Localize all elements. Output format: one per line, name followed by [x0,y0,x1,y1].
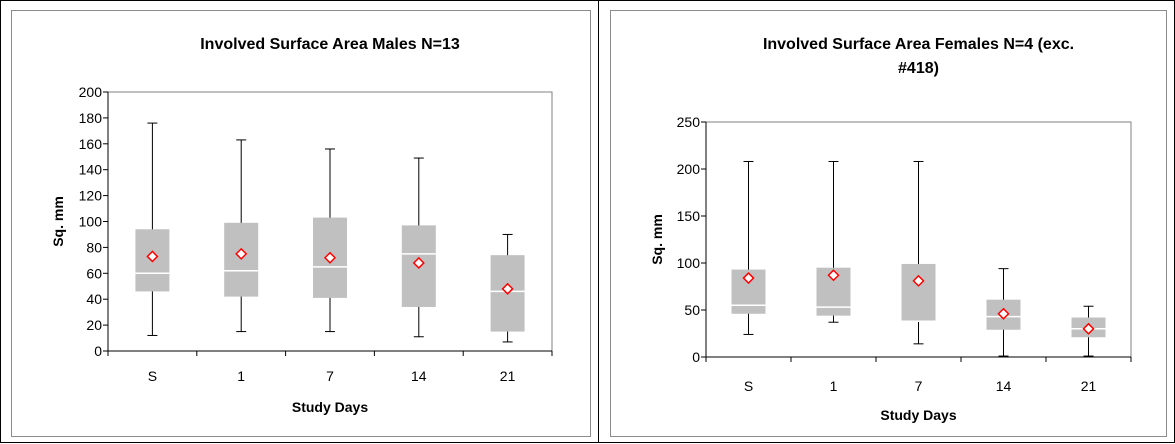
mean-marker [501,282,514,295]
x-tick-label: 14 [996,378,1012,394]
mean-marker [412,256,425,270]
x-tick-label: 1 [830,378,838,394]
y-tick-label: 60 [86,265,102,281]
y-tick-label: 100 [79,214,103,230]
chart-frame-males: Involved Surface Area Males N=13 0 20 40 60 8… [11,10,591,437]
y-tick-label: 80 [86,239,102,255]
y-tick-label: 120 [79,188,103,204]
y-tick-label: 50 [684,302,700,318]
x-axis-label: Study Days [880,407,956,423]
y-tick-label: 180 [79,110,103,126]
chart-males: Involved Surface Area Males N=13 0 20 40 60 8… [50,36,553,415]
x-tick-label: 7 [326,368,334,384]
y-tick-label: 250 [677,114,701,130]
chart-cell-females: Involved Surface Area Females N=4 (exc. #… [598,0,1175,443]
mean-marker [742,271,755,285]
x-tick-label: 21 [1081,378,1097,394]
mean-marker [235,247,248,260]
x-tick-label: 14 [411,368,427,384]
chart-frame-females: Involved Surface Area Females N=4 (exc. #… [610,10,1167,437]
x-axis-label: Study Days [292,399,368,415]
mean-marker [146,250,159,263]
x-tick-label: 21 [500,368,516,384]
x-tick-label: S [148,368,157,384]
y-axis-label: Sq. mm [649,214,665,265]
mean-marker [1082,322,1095,335]
mean-marker [912,274,925,287]
y-tick-label: 100 [677,255,701,271]
mean-marker [323,251,337,264]
chart-females: Involved Surface Area Females N=4 (exc. #… [649,36,1132,423]
x-tick-label: S [744,378,753,394]
box [901,263,936,322]
x-tick-label: 7 [915,378,923,394]
y-axis-label: Sq. mm [50,196,66,247]
y-tick-label: 140 [79,162,103,178]
chart-title: Involved Surface Area Males N=13 [200,36,460,53]
y-tick-label: 20 [86,317,102,333]
chart-title: Involved Surface Area Females N=4 (exc. [763,36,1074,53]
y-tick-label: 150 [677,208,701,224]
y-tick-label: 200 [79,84,103,100]
y-tick-label: 200 [677,161,701,177]
chart-cell-males: Involved Surface Area Males N=13 0 20 40 60 8… [0,0,599,443]
chart-title: #418) [898,60,939,77]
mean-marker [827,269,840,282]
y-tick-label: 160 [79,136,103,152]
y-tick-label: 0 [94,343,102,359]
y-tick-label: 40 [86,291,102,307]
y-tick-label: 0 [692,349,700,365]
mean-marker [997,307,1010,320]
x-tick-label: 1 [237,368,245,384]
